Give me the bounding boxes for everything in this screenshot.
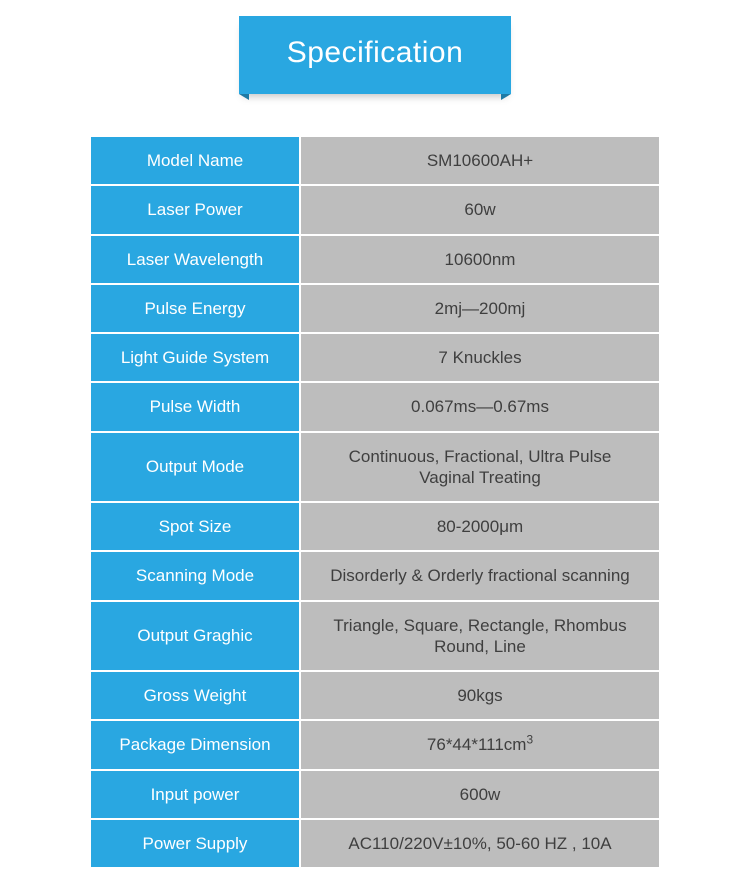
table-row: Gross Weight90kgs [90,671,660,720]
spec-table: Model NameSM10600AH+Laser Power60wLaser … [90,136,660,868]
spec-value: AC110/220V±10%, 50-60 HZ , 10A [300,819,660,868]
table-row: Laser Power60w [90,185,660,234]
spec-value: 76*44*111cm3 [300,720,660,769]
spec-value: 10600nm [300,235,660,284]
table-row: Scanning ModeDisorderly & Orderly fracti… [90,551,660,600]
spec-value: Continuous, Fractional, Ultra PulseVagin… [300,432,660,503]
spec-value: 90kgs [300,671,660,720]
spec-label: Output Mode [90,432,300,503]
spec-value: 7 Knuckles [300,333,660,382]
spec-value: Disorderly & Orderly fractional scanning [300,551,660,600]
spec-value: 80-2000μm [300,502,660,551]
spec-value-sup: 3 [526,733,533,747]
spec-label: Light Guide System [90,333,300,382]
spec-label: Laser Power [90,185,300,234]
table-row: Output GraghicTriangle, Square, Rectangl… [90,601,660,672]
spec-label: Power Supply [90,819,300,868]
spec-value: 600w [300,770,660,819]
table-row: Pulse Energy2mj—200mj [90,284,660,333]
spec-label: Package Dimension [90,720,300,769]
spec-label: Laser Wavelength [90,235,300,284]
table-row: Package Dimension76*44*111cm3 [90,720,660,769]
spec-banner: Specification [239,16,512,94]
table-row: Output ModeContinuous, Fractional, Ultra… [90,432,660,503]
banner-container: Specification [0,0,750,94]
spec-label: Model Name [90,136,300,185]
spec-label: Scanning Mode [90,551,300,600]
spec-label: Input power [90,770,300,819]
spec-value: Triangle, Square, Rectangle, RhombusRoun… [300,601,660,672]
spec-label: Gross Weight [90,671,300,720]
table-row: Power SupplyAC110/220V±10%, 50-60 HZ , 1… [90,819,660,868]
spec-label: Spot Size [90,502,300,551]
spec-label: Pulse Width [90,382,300,431]
table-row: Light Guide System7 Knuckles [90,333,660,382]
table-row: Pulse Width0.067ms—0.67ms [90,382,660,431]
table-row: Model NameSM10600AH+ [90,136,660,185]
spec-value: 0.067ms—0.67ms [300,382,660,431]
spec-value: SM10600AH+ [300,136,660,185]
spec-table-body: Model NameSM10600AH+Laser Power60wLaser … [90,136,660,868]
table-row: Laser Wavelength10600nm [90,235,660,284]
table-row: Spot Size80-2000μm [90,502,660,551]
spec-value: 2mj—200mj [300,284,660,333]
spec-label: Pulse Energy [90,284,300,333]
spec-value: 60w [300,185,660,234]
table-row: Input power600w [90,770,660,819]
banner-title: Specification [287,36,464,69]
spec-label: Output Graghic [90,601,300,672]
